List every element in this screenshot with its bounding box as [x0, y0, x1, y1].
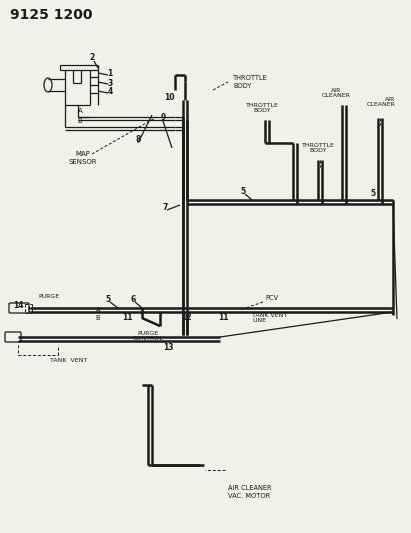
Text: A: A	[96, 307, 100, 313]
Text: B: B	[78, 118, 82, 124]
Text: 11: 11	[218, 313, 228, 322]
Text: THROTTLE
BODY: THROTTLE BODY	[245, 102, 278, 114]
Text: AIR
CLEANER: AIR CLEANER	[366, 96, 395, 108]
Text: 9125 1200: 9125 1200	[10, 8, 92, 22]
Text: TANK  VENT: TANK VENT	[50, 358, 87, 362]
Text: 5: 5	[106, 295, 111, 304]
Text: 5: 5	[370, 189, 376, 198]
Text: AIR CLEANER
VAC. MOTOR: AIR CLEANER VAC. MOTOR	[228, 486, 272, 498]
Text: THROTTLE
BODY: THROTTLE BODY	[233, 76, 268, 88]
Text: 11: 11	[122, 313, 132, 322]
Text: THROTTLE
BODY: THROTTLE BODY	[302, 143, 335, 154]
Text: PURGE: PURGE	[38, 295, 59, 300]
FancyBboxPatch shape	[9, 303, 29, 313]
FancyBboxPatch shape	[5, 332, 21, 342]
Text: 1: 1	[107, 69, 113, 78]
Text: AIR
CLEANER: AIR CLEANER	[321, 87, 351, 99]
Text: TANK VENT
LINE: TANK VENT LINE	[252, 312, 287, 324]
Text: A: A	[78, 108, 82, 114]
Text: 4: 4	[107, 87, 113, 96]
Text: 7: 7	[162, 204, 168, 213]
Text: MAP
SENSOR: MAP SENSOR	[69, 151, 97, 165]
Text: 9: 9	[160, 114, 166, 123]
Text: 14: 14	[14, 301, 24, 310]
Text: B: B	[96, 315, 100, 321]
Text: 10: 10	[164, 93, 175, 102]
Text: 12: 12	[181, 313, 191, 322]
Ellipse shape	[44, 78, 52, 92]
Text: PURGE
CONTROL: PURGE CONTROL	[133, 330, 164, 342]
Text: PCV: PCV	[265, 295, 278, 301]
Text: 8: 8	[135, 135, 141, 144]
Text: 3: 3	[107, 78, 113, 87]
Text: 6: 6	[130, 295, 136, 304]
Text: 5: 5	[240, 188, 245, 197]
Text: 2: 2	[89, 52, 95, 61]
Text: 13: 13	[163, 343, 173, 352]
